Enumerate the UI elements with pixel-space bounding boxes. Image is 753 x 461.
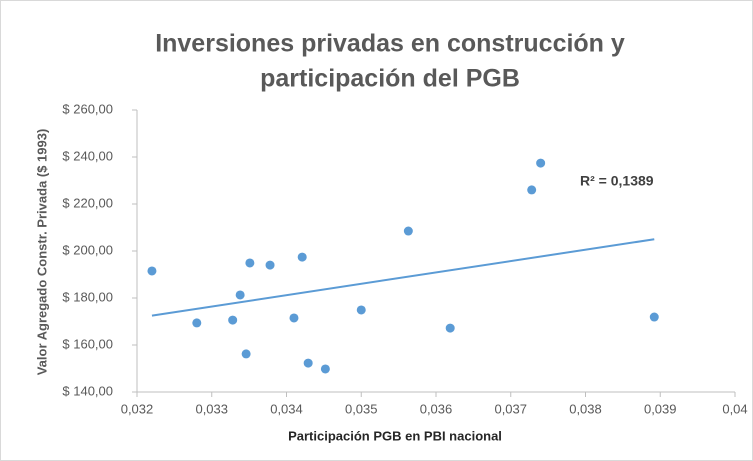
point [297,252,307,262]
point [235,290,245,300]
y-tick-label: $ 220,00 [62,195,113,210]
y-tick-label: $ 260,00 [62,101,113,116]
point [303,358,313,368]
y-tick-label: $ 180,00 [62,289,113,304]
point [265,260,275,270]
point [649,312,659,322]
x-tick-label: 0,036 [420,401,453,416]
y-tick-label: $ 140,00 [62,383,113,398]
y-tick-label: $ 200,00 [62,242,113,257]
x-tick-label: 0,04 [722,401,747,416]
chart-title: participación del PGB [260,65,520,93]
x-tick-label: 0,032 [121,401,154,416]
x-tick-label: 0,035 [345,401,378,416]
r-squared: R² = 0,1389 [580,173,654,189]
chart-title: Inversiones privadas en construcción y [155,30,625,58]
point [403,226,413,236]
x-tick-label: 0,037 [494,401,527,416]
point [245,258,255,268]
x-tick-label: 0,034 [270,401,303,416]
point [536,158,546,168]
point [192,318,202,328]
x-tick-label: 0,033 [195,401,228,416]
point [289,313,299,323]
point [147,266,157,276]
x-tick-label: 0,038 [569,401,602,416]
point [320,364,330,374]
x-tick-label: 0,039 [644,401,677,416]
point [228,315,238,325]
x-axis-label: Participación PGB en PBI nacional [288,428,502,443]
point [445,323,455,333]
trendline [151,238,655,317]
y-tick-label: $ 240,00 [62,148,113,163]
point [356,305,366,315]
y-axis-label: Valor Agregado Constr. Privada ($ 1993) [34,129,49,376]
y-tick-label: $ 160,00 [62,336,113,351]
point [241,349,251,359]
point [527,185,537,195]
